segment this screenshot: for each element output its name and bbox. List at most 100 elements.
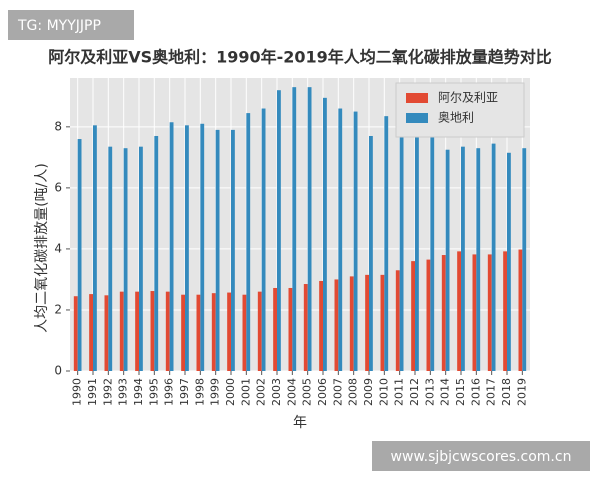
bar bbox=[165, 291, 170, 371]
bar bbox=[415, 134, 419, 371]
bar bbox=[399, 122, 404, 371]
legend-label: 奥地利 bbox=[438, 111, 474, 125]
bar bbox=[384, 116, 389, 372]
bar bbox=[273, 287, 277, 371]
bar bbox=[323, 97, 327, 372]
bar bbox=[123, 148, 128, 371]
x-tick-label: 1997 bbox=[178, 378, 191, 406]
x-tick-label: 2005 bbox=[301, 378, 314, 406]
bar bbox=[108, 146, 113, 371]
chart-title: 阿尔及利亚VS奥地利：1990年-2019年人均二氧化碳排放量趋势对比 bbox=[48, 48, 552, 67]
bar bbox=[89, 294, 93, 371]
bar bbox=[211, 293, 216, 371]
y-tick-label: 2 bbox=[54, 302, 62, 316]
watermark-box bbox=[8, 10, 134, 40]
bar bbox=[104, 295, 109, 371]
x-tick-label: 2010 bbox=[377, 378, 390, 406]
bar bbox=[135, 291, 139, 371]
bar bbox=[319, 280, 323, 371]
bar bbox=[242, 294, 247, 371]
bar bbox=[257, 291, 262, 371]
y-tick-label: 0 bbox=[54, 364, 62, 378]
bar bbox=[169, 122, 174, 371]
bar bbox=[246, 113, 251, 371]
legend-swatch bbox=[406, 113, 428, 123]
bar bbox=[349, 276, 354, 371]
x-tick-label: 2019 bbox=[515, 378, 528, 406]
bar bbox=[231, 129, 235, 371]
x-tick-label: 2001 bbox=[239, 378, 252, 406]
bar bbox=[487, 254, 492, 371]
bar bbox=[200, 123, 205, 371]
legend-box bbox=[395, 82, 525, 138]
bar bbox=[196, 294, 201, 371]
y-tick-label: 6 bbox=[54, 180, 62, 194]
x-tick-label: 1999 bbox=[209, 378, 222, 406]
x-tick-label: 2018 bbox=[500, 378, 513, 406]
x-tick-label: 1996 bbox=[163, 378, 176, 406]
bar bbox=[457, 251, 461, 371]
x-tick-label: 2007 bbox=[331, 378, 344, 406]
x-tick-label: 2017 bbox=[485, 378, 498, 406]
bar bbox=[353, 111, 358, 372]
bar bbox=[288, 287, 293, 371]
bar bbox=[77, 139, 82, 371]
x-tick-label: 1993 bbox=[117, 378, 130, 406]
x-tick-label: 2002 bbox=[255, 378, 268, 406]
x-tick-label: 2011 bbox=[393, 378, 406, 406]
bar bbox=[441, 255, 446, 371]
bar bbox=[507, 152, 511, 371]
bar bbox=[334, 279, 339, 371]
legend-label: 阿尔及利亚 bbox=[438, 90, 498, 105]
watermark: www.sjbjcwscores.com.cn bbox=[391, 449, 572, 465]
bar bbox=[73, 296, 78, 371]
bar bbox=[380, 274, 385, 371]
x-tick-label: 2014 bbox=[439, 378, 452, 406]
bar bbox=[119, 291, 124, 371]
bar bbox=[472, 254, 477, 371]
bar bbox=[503, 251, 507, 371]
x-tick-label: 1994 bbox=[132, 378, 145, 406]
x-tick-label: 2012 bbox=[408, 378, 421, 406]
bar bbox=[139, 146, 143, 371]
bar bbox=[518, 249, 523, 371]
bar bbox=[215, 129, 220, 371]
watermark-box bbox=[372, 441, 590, 471]
legend-swatch bbox=[406, 93, 428, 103]
bar bbox=[365, 274, 369, 371]
x-tick-label: 2000 bbox=[224, 378, 237, 406]
x-tick-label: 2006 bbox=[316, 378, 329, 406]
bar bbox=[292, 87, 297, 371]
bar bbox=[522, 148, 527, 371]
bar bbox=[430, 134, 435, 371]
bar bbox=[461, 146, 465, 371]
watermark: TG: MYYJJPP bbox=[17, 18, 101, 34]
bar bbox=[411, 261, 415, 371]
bar bbox=[426, 259, 431, 371]
y-tick-label: 8 bbox=[54, 119, 62, 133]
bar bbox=[491, 143, 496, 371]
bar bbox=[369, 135, 373, 371]
bar bbox=[227, 292, 231, 371]
x-tick-label: 1998 bbox=[193, 378, 206, 406]
x-tick-label: 2013 bbox=[423, 378, 436, 406]
bar bbox=[185, 125, 189, 372]
x-tick-label: 2009 bbox=[362, 378, 375, 406]
x-tick-label: 1992 bbox=[101, 378, 114, 406]
x-tick-label: 2003 bbox=[270, 378, 283, 406]
bar bbox=[395, 270, 400, 371]
x-tick-label: 2016 bbox=[469, 378, 482, 406]
x-tick-label: 1995 bbox=[147, 378, 160, 406]
x-tick-label: 2004 bbox=[285, 378, 298, 406]
x-tick-label: 1991 bbox=[86, 378, 99, 406]
bar bbox=[150, 291, 155, 371]
bar bbox=[93, 125, 97, 372]
bar bbox=[261, 108, 266, 371]
bar bbox=[476, 148, 481, 371]
y-axis-label: 人均二氧化碳排放量(吨/人) bbox=[34, 163, 50, 333]
bar bbox=[277, 90, 281, 371]
bar bbox=[307, 87, 312, 371]
bar bbox=[181, 294, 185, 371]
